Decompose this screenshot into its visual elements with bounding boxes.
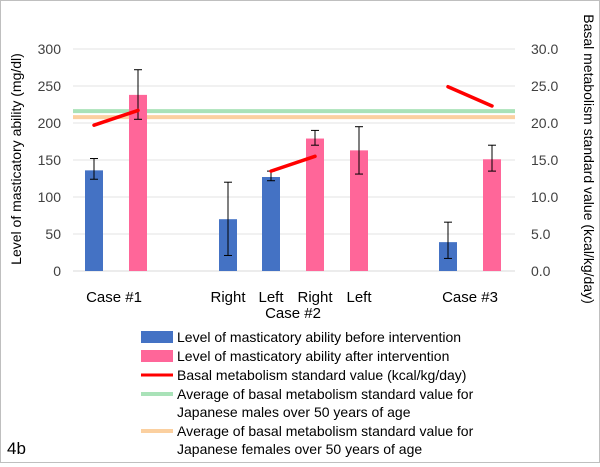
y-tick-label: 0 bbox=[53, 263, 61, 279]
y-axis-label: Level of masticatory ability (mg/dl) bbox=[8, 53, 24, 265]
legend-label: Japanese females over 50 years of age bbox=[177, 441, 422, 457]
y-tick-label: 50 bbox=[45, 226, 61, 242]
bar bbox=[483, 159, 501, 271]
bmr-line bbox=[92, 108, 140, 127]
x-label-case2-left-before: Left bbox=[258, 289, 284, 306]
y-tick-label: 200 bbox=[38, 115, 62, 131]
x-label-case2-left-after: Left bbox=[346, 289, 372, 306]
bar bbox=[85, 170, 103, 271]
legend-swatch bbox=[141, 350, 173, 362]
bar bbox=[350, 150, 368, 271]
y2-tick-label: 0.0 bbox=[531, 263, 551, 279]
bmr-lines bbox=[92, 84, 494, 173]
legend-label: Basal metabolism standard value (kcal/kg… bbox=[177, 367, 466, 383]
legend-swatch bbox=[141, 331, 173, 343]
bars bbox=[85, 94, 501, 271]
bmr-line bbox=[269, 154, 317, 173]
y-tick-label: 150 bbox=[38, 152, 62, 168]
y2-tick-label: 10.0 bbox=[531, 189, 558, 205]
y2-tick-label: 5.0 bbox=[531, 226, 551, 242]
legend-label: Level of masticatory ability before inte… bbox=[177, 329, 461, 345]
y2-tick-label: 25.0 bbox=[531, 78, 558, 94]
x-label-case2-group: Case #2 bbox=[265, 305, 321, 322]
bar bbox=[262, 177, 280, 271]
y2-axis-ticks: 0.0 5.0 10.0 15.0 20.0 25.0 30.0 bbox=[531, 41, 558, 279]
bar bbox=[129, 94, 147, 271]
y2-tick-label: 30.0 bbox=[531, 41, 558, 57]
y-tick-label: 250 bbox=[38, 78, 62, 94]
y2-tick-label: 15.0 bbox=[531, 152, 558, 168]
panel-label: 4b bbox=[7, 439, 26, 458]
bmr-line bbox=[446, 84, 494, 108]
y-axis-ticks: 0 50 100 150 200 250 300 bbox=[38, 41, 62, 279]
x-label-case1: Case #1 bbox=[86, 289, 142, 306]
legend: Level of masticatory ability before inte… bbox=[141, 329, 474, 457]
y2-axis-label: Basal metabolism standard value (kcal/kg… bbox=[581, 14, 597, 303]
y-tick-label: 300 bbox=[38, 41, 62, 57]
x-label-case3: Case #3 bbox=[442, 289, 498, 306]
x-label-case2-right-before: Right bbox=[210, 289, 246, 306]
bar bbox=[306, 138, 324, 271]
legend-label: Average of basal metabolism standard val… bbox=[177, 423, 474, 439]
legend-label: Average of basal metabolism standard val… bbox=[177, 386, 474, 402]
x-label-case2-right-after: Right bbox=[297, 289, 333, 306]
legend-label: Level of masticatory ability after inter… bbox=[177, 348, 449, 364]
y2-tick-label: 20.0 bbox=[531, 115, 558, 131]
y-tick-label: 100 bbox=[38, 189, 62, 205]
legend-label: Japanese males over 50 years of age bbox=[177, 404, 411, 420]
